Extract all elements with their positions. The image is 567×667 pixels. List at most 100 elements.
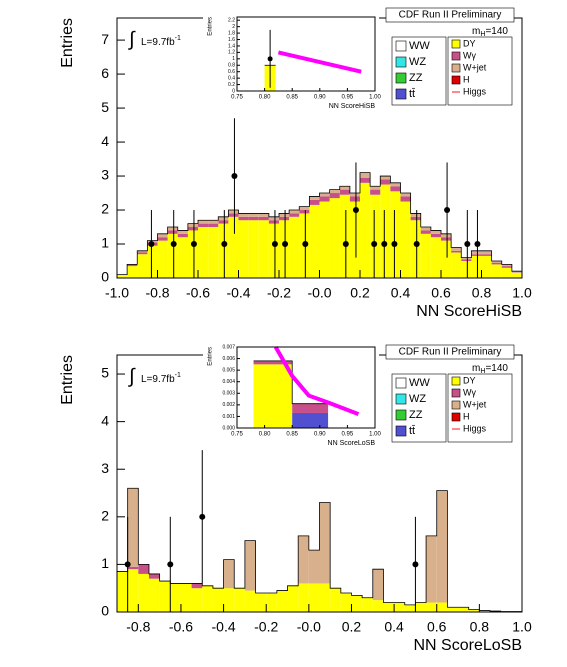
histogram-bar bbox=[228, 210, 239, 214]
integral-sign: ∫ bbox=[128, 365, 136, 387]
x-tick-label: 0.80 bbox=[259, 95, 271, 101]
y-tick-label: 0.002 bbox=[222, 402, 235, 408]
lumi-superscript: -1 bbox=[175, 372, 181, 379]
y-tick-label: 0.003 bbox=[222, 391, 235, 397]
mass-label: mH=140 bbox=[472, 363, 508, 375]
legend-swatch bbox=[451, 412, 461, 422]
histogram-bar bbox=[410, 216, 421, 221]
histogram-bar bbox=[202, 585, 213, 612]
histogram-bar bbox=[501, 266, 512, 268]
histogram-bar bbox=[167, 233, 178, 278]
histogram-bar bbox=[309, 196, 320, 200]
lumi-label: L=9.7fb-1 bbox=[141, 35, 181, 48]
histogram-bar bbox=[451, 247, 462, 251]
data-point bbox=[464, 241, 471, 248]
histogram-bar bbox=[298, 535, 309, 584]
x-axis-label: NN ScoreHiSB bbox=[329, 103, 376, 110]
histogram-bar bbox=[138, 564, 149, 574]
y-axis-label: Entries bbox=[59, 355, 76, 405]
stack-outline bbox=[253, 360, 329, 405]
legend-label: Wγ bbox=[463, 387, 476, 397]
histogram-bar bbox=[299, 206, 310, 211]
data-point bbox=[267, 56, 273, 62]
histogram-bar bbox=[255, 592, 267, 612]
histogram-bar bbox=[491, 262, 502, 265]
histogram-bar bbox=[268, 216, 279, 221]
x-tick-label: 1.0 bbox=[512, 619, 532, 635]
histogram-bar bbox=[461, 259, 472, 262]
y-tick-label: 0.2 bbox=[228, 82, 235, 88]
histogram-bar bbox=[471, 255, 482, 278]
histogram-bar bbox=[309, 199, 320, 205]
experiment-label: CDF Run II Preliminary bbox=[399, 10, 502, 21]
histogram-bar bbox=[491, 264, 502, 278]
histogram-bar bbox=[218, 223, 229, 278]
data-point bbox=[167, 561, 174, 568]
mass-value: =140 bbox=[485, 363, 508, 374]
histogram-bar bbox=[127, 264, 138, 267]
legend-label: tt̄ bbox=[409, 88, 415, 100]
histogram-bar bbox=[349, 201, 360, 278]
histogram-bar bbox=[276, 590, 288, 612]
x-tick-label: 0.2 bbox=[342, 619, 362, 635]
histogram-bar bbox=[349, 196, 360, 202]
x-tick-label: -0.8 bbox=[145, 285, 169, 301]
y-tick-label: 1 bbox=[101, 555, 109, 571]
mass-symbol: m bbox=[472, 363, 480, 374]
y-axis-label: Entries bbox=[59, 18, 76, 68]
histogram-bar bbox=[238, 213, 249, 217]
histogram-bar bbox=[362, 597, 373, 612]
histogram-bar bbox=[390, 191, 401, 278]
x-axis-label: NN ScoreLoSB bbox=[414, 637, 523, 654]
y-tick-label: 0.6 bbox=[228, 69, 235, 75]
data-point bbox=[170, 241, 177, 248]
x-tick-label: 0.80 bbox=[259, 432, 271, 438]
x-tick-label: 1.00 bbox=[369, 95, 381, 101]
histogram-bar bbox=[223, 588, 235, 612]
legend-swatch bbox=[395, 425, 407, 437]
histogram-bar bbox=[370, 189, 381, 195]
lumi-label: L=9.7fb-1 bbox=[141, 372, 181, 385]
data-point bbox=[474, 241, 481, 248]
histogram-bar bbox=[177, 237, 188, 278]
legend-swatch bbox=[395, 409, 407, 421]
x-tick-label: -0.2 bbox=[254, 619, 278, 635]
legend-label: DY bbox=[463, 375, 476, 385]
histogram-bar bbox=[468, 609, 480, 612]
histogram-bar bbox=[177, 230, 188, 234]
lumi-text: L=9.7fb bbox=[141, 37, 175, 48]
data-point bbox=[342, 241, 349, 248]
x-tick-label: 0.85 bbox=[286, 432, 298, 438]
histogram-bar bbox=[253, 364, 293, 428]
data-point bbox=[412, 561, 419, 568]
header-box bbox=[385, 344, 515, 360]
y-tick-label: 0 bbox=[232, 88, 235, 94]
legend-label: DY bbox=[463, 38, 476, 48]
x-tick-label: 0.2 bbox=[350, 285, 370, 301]
stack-outline bbox=[117, 487, 522, 612]
y-tick-label: 1 bbox=[232, 56, 235, 62]
histogram-bar bbox=[258, 216, 269, 221]
histogram-bar bbox=[511, 271, 522, 273]
legend-label: ZZ bbox=[409, 72, 423, 84]
histogram-bar bbox=[187, 227, 198, 231]
stack-outline bbox=[117, 172, 522, 276]
histogram-bar bbox=[167, 227, 178, 231]
histogram-bar bbox=[157, 233, 168, 238]
header-box bbox=[385, 7, 515, 23]
legend-label: WW bbox=[409, 40, 430, 52]
histogram-bar bbox=[248, 220, 259, 278]
histogram-bar bbox=[253, 360, 293, 365]
histogram-bar bbox=[360, 177, 371, 183]
histogram-bar bbox=[349, 193, 360, 197]
y-tick-label: 3 bbox=[101, 167, 109, 183]
legend-swatch bbox=[395, 40, 407, 52]
y-tick-label: 1.4 bbox=[228, 43, 235, 49]
histogram-bar bbox=[319, 193, 330, 197]
x-tick-label: 0.95 bbox=[342, 432, 354, 438]
y-tick-label: 0.004 bbox=[222, 379, 235, 385]
histogram-bar bbox=[426, 535, 437, 603]
histogram-bar bbox=[481, 255, 492, 278]
histogram-bar bbox=[298, 583, 309, 612]
